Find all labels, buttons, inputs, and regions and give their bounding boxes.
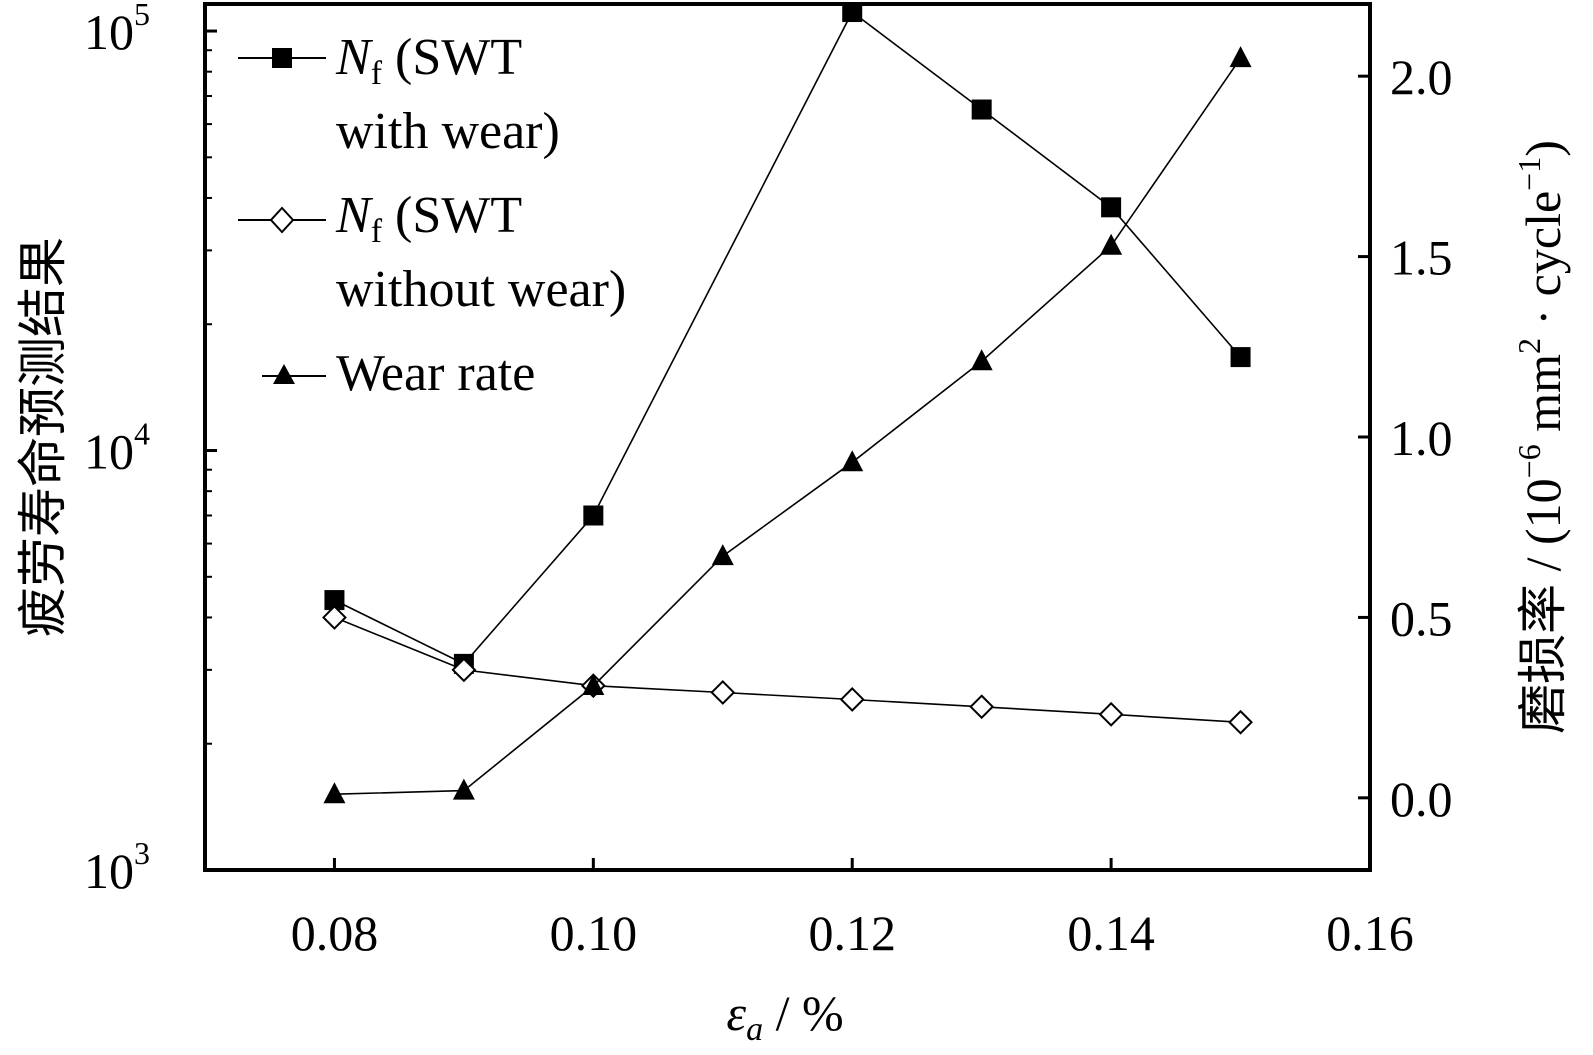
- data-point-filled-square: [1101, 197, 1122, 218]
- data-point-filled-square: [971, 99, 992, 120]
- x-tick-label: 0.12: [808, 905, 896, 961]
- y-left-ticks: 103 104 105: [84, 0, 217, 899]
- legend-marker-filled-triangle: [273, 364, 295, 384]
- y-right-tick-label: 1.5: [1390, 230, 1453, 286]
- y-right-tick-label: 0.0: [1390, 771, 1453, 827]
- y-left-axis-title: 疲劳寿命预测结果: [15, 237, 71, 637]
- legend-entry-with-wear: Nf (SWT with wear): [238, 29, 560, 160]
- data-point-filled-square: [842, 2, 863, 23]
- data-point-filled-triangle: [582, 673, 605, 695]
- legend-marker-open-diamond: [269, 206, 295, 234]
- data-point-open-diamond: [1228, 709, 1253, 735]
- data-point-filled-square: [324, 590, 345, 611]
- x-tick-label: 0.10: [550, 905, 638, 961]
- x-tick-label: 0.08: [291, 905, 379, 961]
- series-line-1: [334, 616, 1241, 724]
- legend-label-without-wear-line1: Nf (SWT: [335, 187, 522, 250]
- y-left-tick-label: 104: [84, 416, 150, 480]
- data-point-filled-triangle: [711, 544, 734, 566]
- data-point-open-diamond: [710, 680, 736, 705]
- x-axis-ticks: 0.08 0.10 0.12 0.14 0.16: [291, 858, 1414, 961]
- data-point-filled-square: [1230, 347, 1251, 368]
- x-axis-title: εa / %: [726, 985, 843, 1048]
- legend-entry-without-wear: Nf (SWT without wear): [238, 187, 626, 318]
- data-point-open-diamond: [322, 605, 347, 630]
- data-point-open-diamond: [451, 657, 477, 683]
- legend-label-with-wear-line1: Nf (SWT: [335, 29, 522, 92]
- y-left-tick-label: 105: [84, 0, 150, 60]
- data-point-open-diamond: [839, 687, 865, 712]
- legend-entry-wear-rate: Wear rate: [262, 345, 535, 402]
- x-tick-label: 0.14: [1067, 905, 1155, 961]
- series-layer: [322, 2, 1253, 804]
- y-right-tick-label: 2.0: [1390, 49, 1453, 105]
- data-point-filled-square: [583, 505, 604, 526]
- data-point-filled-triangle: [452, 778, 475, 800]
- data-point-filled-triangle: [323, 782, 346, 804]
- data-point-filled-triangle: [970, 349, 993, 371]
- data-point-filled-triangle: [841, 450, 864, 472]
- y-right-ticks: 0.0 0.5 1.0 1.5 2.0: [1358, 49, 1453, 827]
- data-point-filled-triangle: [1100, 233, 1123, 255]
- legend-label-wear-rate: Wear rate: [336, 345, 535, 402]
- series-line-2: [334, 57, 1242, 795]
- data-point-open-diamond: [969, 694, 995, 720]
- y-right-tick-label: 1.0: [1390, 410, 1453, 466]
- legend: Nf (SWT with wear) Nf (SWT without wear)…: [238, 29, 626, 402]
- legend-marker-filled-square: [272, 48, 292, 68]
- legend-label-with-wear-line2: with wear): [336, 103, 560, 160]
- y-left-tick-label: 103: [84, 835, 150, 899]
- data-point-open-diamond: [1098, 701, 1124, 727]
- data-point-filled-triangle: [1229, 46, 1252, 68]
- y-right-tick-label: 0.5: [1390, 590, 1453, 646]
- legend-label-without-wear-line2: without wear): [336, 261, 626, 318]
- x-tick-label: 0.16: [1326, 905, 1414, 961]
- y-right-axis-title: 磨损率 / (10−6 mm2 · cycle−1): [1511, 140, 1572, 734]
